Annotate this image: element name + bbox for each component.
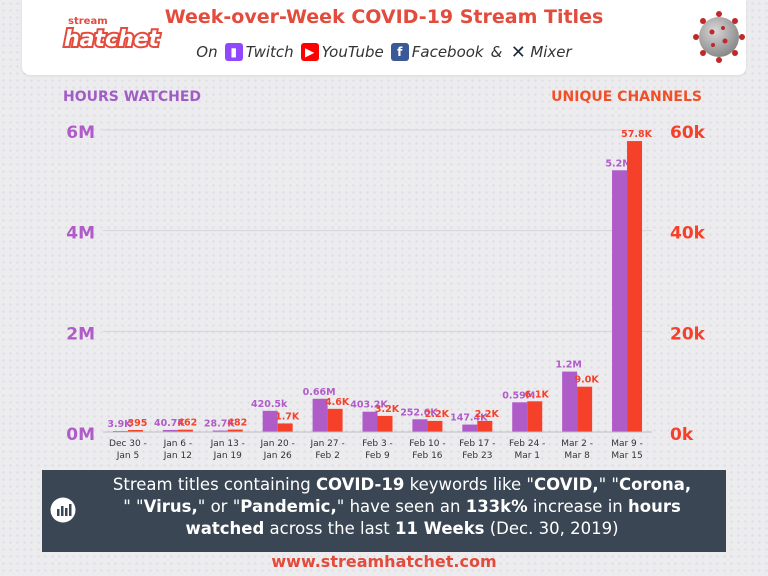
bar-hours-watched (512, 402, 528, 432)
right-tick-label: 20k (670, 324, 706, 344)
data-label-channels: 2.2K (475, 409, 500, 420)
summary-box: Stream titles containing COVID-19 keywor… (42, 470, 726, 552)
category-label: Mar 2 - (561, 439, 593, 449)
platform-facebook: Facebook (411, 43, 484, 61)
data-label-channels: 9.0K (575, 375, 600, 386)
data-label-hours: 252.6K (400, 407, 438, 418)
chart-title: Week-over-Week COVID-19 Stream Titles (164, 6, 604, 28)
chart-icon (50, 497, 76, 523)
bar-hours-watched (262, 410, 278, 432)
data-label-channels: 395 (128, 418, 148, 429)
data-label-hours: 403.2K (350, 400, 388, 411)
category-label: Mar 1 (514, 451, 540, 461)
right-tick-label: 0k (670, 425, 694, 445)
category-label: Feb 3 - (362, 439, 393, 449)
bar-hours-watched (562, 371, 578, 432)
streamhatchet-logo: stream hatchet (62, 16, 163, 52)
bar-unique-channels (527, 401, 543, 432)
right-axis-label: UNIQUE CHANNELS (551, 89, 702, 105)
data-label-channels: 1.7K (275, 411, 300, 422)
category-label: Feb 24 - (509, 439, 545, 449)
data-label-hours: 1.2M (555, 360, 581, 371)
data-label-hours: 40.7K (154, 418, 185, 429)
data-label-hours: 0.59M (502, 390, 535, 401)
logo-main-text: hatchet (64, 27, 161, 52)
bar-unique-channels (627, 141, 643, 432)
left-tick-label: 2M (66, 324, 95, 344)
bar-unique-channels (577, 386, 593, 432)
bar-unique-channels (427, 420, 443, 432)
twitch-icon: ▮ (224, 43, 243, 61)
header-panel: stream hatchet Week-over-Week COVID-19 S… (22, 0, 746, 75)
bar-hours-watched (162, 429, 178, 432)
bar-unique-channels (377, 415, 393, 432)
left-tick-label: 4M (66, 224, 95, 244)
summary-text: Stream titles containing COVID-19 keywor… (112, 475, 692, 538)
bar-hours-watched (312, 398, 328, 432)
category-label: Jan 12 (163, 451, 192, 461)
category-label: Jan 20 - (260, 439, 295, 449)
mixer-icon: ✕ (510, 41, 526, 63)
category-label: Feb 2 (315, 451, 340, 461)
bar-unique-channels (477, 420, 493, 432)
category-label: Jan 19 (213, 451, 242, 461)
category-label: Mar 9 - (611, 439, 643, 449)
left-tick-label: 6M (66, 123, 95, 143)
bar-unique-channels (127, 430, 143, 432)
category-label: Feb 17 - (459, 439, 495, 449)
category-label: Feb 16 (412, 451, 443, 461)
coronavirus-icon (693, 11, 745, 63)
data-label-hours: 5.2M (605, 158, 631, 169)
category-label: Feb 23 (462, 451, 492, 461)
logo-top-text: stream (68, 16, 108, 27)
on-label: On (196, 43, 218, 61)
data-label-channels: 3.2K (375, 404, 400, 415)
data-label-hours: 147.4K (450, 413, 488, 424)
category-label: Feb 10 - (409, 439, 445, 449)
platform-youtube: YouTube (321, 43, 384, 61)
data-label-channels: 462 (177, 418, 197, 429)
category-label: Jan 26 (263, 451, 292, 461)
bar-unique-channels (327, 408, 343, 432)
data-label-hours: 420.5k (251, 399, 288, 410)
category-label: Jan 5 (116, 451, 139, 461)
category-label: Jan 13 - (210, 439, 245, 449)
bar-hours-watched (362, 411, 378, 432)
category-label: Jan 27 - (309, 439, 344, 449)
left-tick-label: 0M (66, 425, 95, 445)
ampersand: & (490, 43, 503, 61)
right-tick-label: 60k (670, 123, 706, 143)
bar-unique-channels (177, 429, 193, 432)
category-label: Mar 15 (611, 451, 642, 461)
category-label: Dec 30 - (109, 439, 147, 449)
data-label-channels: 6.1K (525, 389, 550, 400)
data-label-channels: 4.6K (325, 397, 350, 408)
facebook-icon: f (390, 43, 409, 61)
platform-twitch: Twitch (245, 43, 294, 61)
youtube-icon: ▶ (300, 43, 319, 61)
bar-hours-watched (462, 424, 478, 432)
bar-hours-watched (612, 170, 628, 432)
data-label-channels: 57.8K (621, 129, 652, 140)
website-url[interactable]: www.streamhatchet.com (271, 552, 497, 571)
bar-unique-channels (277, 423, 293, 432)
bar-hours-watched (412, 419, 428, 432)
category-label: Jan 6 - (163, 439, 193, 449)
right-tick-label: 40k (670, 224, 706, 244)
bar-unique-channels (227, 429, 243, 432)
category-label: Feb 9 (365, 451, 390, 461)
platforms-line: On ▮ Twitch ▶ YouTube f Facebook & ✕ Mix… (22, 41, 746, 63)
data-label-hours: 28.7K (204, 419, 235, 430)
data-label-hours: 0.66M (303, 387, 336, 398)
data-label-channels: 2.2K (425, 409, 450, 420)
left-axis-label: HOURS WATCHED (63, 89, 202, 105)
category-label: Mar 8 (564, 451, 590, 461)
platform-mixer: Mixer (530, 43, 572, 61)
bar-hours-watched (212, 430, 228, 432)
data-label-channels: 482 (227, 418, 247, 429)
data-label-hours: 3.9K (107, 419, 132, 430)
